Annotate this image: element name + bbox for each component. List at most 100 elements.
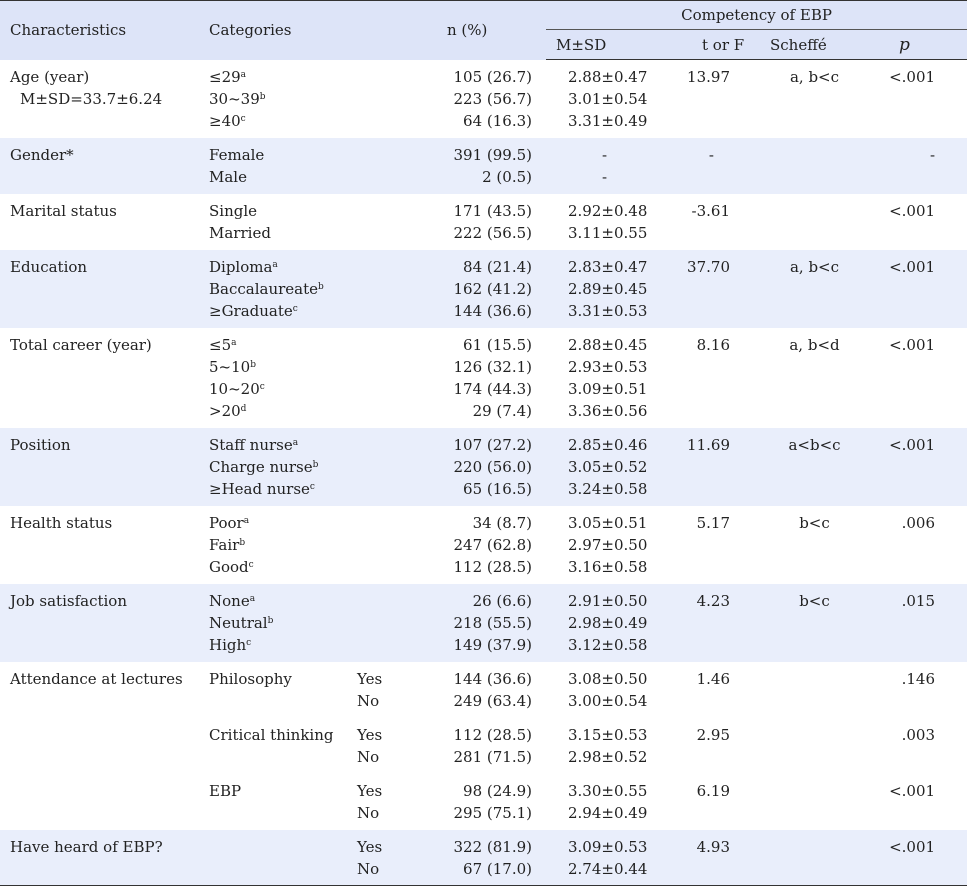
n-value: 162 (41.2) xyxy=(453,279,532,298)
table-row: Attendance at lectures Philosophy Yes No… xyxy=(0,662,967,718)
p-value: <.001 xyxy=(869,829,968,886)
n-value: 223 (56.7) xyxy=(453,89,532,108)
header-characteristics: Characteristics xyxy=(0,0,199,60)
option: No xyxy=(357,747,380,766)
n-value: 281 (71.5) xyxy=(453,747,532,766)
row-label: Marital status xyxy=(10,201,117,220)
n-value: 247 (62.8) xyxy=(453,535,532,554)
n-value: 220 (56.0) xyxy=(453,457,532,476)
p-value: <.001 xyxy=(889,68,936,86)
scheffe-value xyxy=(760,194,869,250)
category: Critical thinking xyxy=(209,725,334,744)
t-value: 1.46 xyxy=(696,669,730,688)
header-t-or-f: t or F xyxy=(662,29,760,60)
n-value: 322 (81.9) xyxy=(453,837,532,856)
n-value: 26 (6.6) xyxy=(472,591,532,610)
row-label: Education xyxy=(0,249,199,328)
msd-value: 3.36±0.56 xyxy=(568,401,648,420)
msd-value: 3.01±0.54 xyxy=(568,90,648,108)
p-value: <.001 xyxy=(889,201,936,220)
msd-value: 3.31±0.53 xyxy=(568,301,648,320)
msd-value: 3.30±0.55 xyxy=(568,781,648,800)
category: Baccalaureate xyxy=(209,279,319,298)
header-msd: M±SD xyxy=(546,29,662,60)
msd-value: 2.89±0.45 xyxy=(568,279,648,298)
n-value: 144 (36.6) xyxy=(453,301,532,320)
n-value: 112 (28.5) xyxy=(453,725,532,744)
table-row: Total career (year) ≤5a 5~10b 10~20c >20… xyxy=(0,328,967,428)
n-value: 61 (15.5) xyxy=(463,335,532,354)
table-row: Job satisfaction Nonea Neutralb Highc 26… xyxy=(0,583,968,662)
msd-value: 2.94±0.49 xyxy=(568,803,648,822)
n-value: 295 (75.1) xyxy=(453,803,532,822)
category: 5~10 xyxy=(209,357,251,376)
p-value: <.001 xyxy=(889,335,936,354)
table-row: Gender* Female Male 391 (99.5) 2 (0.5) -… xyxy=(0,137,968,194)
msd-value: 3.12±0.58 xyxy=(568,635,648,654)
t-value: 2.95 xyxy=(696,725,730,744)
option: No xyxy=(357,691,380,710)
table-row: EBP Yes No 98 (24.9) 295 (75.1) 3.30±0.5… xyxy=(0,774,967,830)
scheffe-value: a, b<c xyxy=(760,249,869,328)
msd-value: 3.16±0.58 xyxy=(568,557,648,576)
category: ≥Head nurse xyxy=(209,479,310,498)
header-categories: Categories xyxy=(199,0,407,60)
category: Neutral xyxy=(209,613,268,632)
category: Philosophy xyxy=(209,669,292,688)
t-value: 5.17 xyxy=(696,513,730,532)
table-row: Health status Poora Fairb Goodc 34 (8.7)… xyxy=(0,506,967,584)
msd-value: 2.83±0.47 xyxy=(568,257,648,276)
header-competency-of-ebp: Competency of EBP xyxy=(546,0,968,30)
category: None xyxy=(209,591,250,610)
t-value: - xyxy=(662,137,760,194)
t-value: 37.70 xyxy=(662,249,760,328)
msd-value: 2.93±0.53 xyxy=(568,357,648,376)
category: EBP xyxy=(209,781,242,800)
n-value: 67 (17.0) xyxy=(463,859,532,878)
category: Female xyxy=(209,145,265,164)
msd-value: 3.24±0.58 xyxy=(568,479,648,498)
t-value: 6.19 xyxy=(696,781,730,800)
msd-value: 3.05±0.52 xyxy=(568,457,648,476)
n-value: 98 (24.9) xyxy=(463,781,532,800)
t-value: -3.61 xyxy=(691,201,730,220)
category: 10~20 xyxy=(209,379,260,398)
msd-value: 2.74±0.44 xyxy=(568,859,648,878)
option: No xyxy=(357,803,380,822)
n-value: 29 (7.4) xyxy=(472,401,532,420)
n-value: 107 (27.2) xyxy=(453,435,532,454)
option: Yes xyxy=(357,781,383,800)
category: Good xyxy=(209,557,249,576)
row-sublabel: M±SD=33.7±6.24 xyxy=(20,89,163,108)
p-value: <.001 xyxy=(869,427,968,506)
n-value: 222 (56.5) xyxy=(453,223,532,242)
n-value: 112 (28.5) xyxy=(453,557,532,576)
category: >20 xyxy=(209,401,241,420)
p-value: .006 xyxy=(901,513,936,532)
p-value: .003 xyxy=(901,725,936,744)
category: ≥Graduate xyxy=(209,301,293,320)
p-value: .146 xyxy=(901,669,936,688)
t-value: 13.97 xyxy=(687,68,730,86)
p-value: - xyxy=(869,137,968,194)
n-value: 2 (0.5) xyxy=(482,167,532,186)
n-value: 144 (36.6) xyxy=(453,669,532,688)
category: Married xyxy=(209,223,271,242)
msd-value: 2.97±0.50 xyxy=(568,535,648,554)
header-p: p xyxy=(869,29,968,60)
n-value: 34 (8.7) xyxy=(472,513,532,532)
scheffe-value: a<b<c xyxy=(760,427,869,506)
table-row: Have heard of EBP? Yes No 322 (81.9) 67 … xyxy=(0,829,968,886)
category: Male xyxy=(209,167,247,186)
t-value: 4.93 xyxy=(662,829,760,886)
msd-value: 3.00±0.54 xyxy=(568,691,648,710)
table-row: Age (year) M±SD=33.7±6.24 ≤29a 30~39b ≥4… xyxy=(0,60,967,138)
msd-value: 2.88±0.45 xyxy=(568,335,648,354)
category: ≤29 xyxy=(209,67,241,86)
n-value: 126 (32.1) xyxy=(453,357,532,376)
header-scheffe: Scheffé xyxy=(760,29,869,60)
category: Staff nurse xyxy=(209,435,293,454)
n-value: 105 (26.7) xyxy=(453,67,532,86)
category: High xyxy=(209,635,247,654)
